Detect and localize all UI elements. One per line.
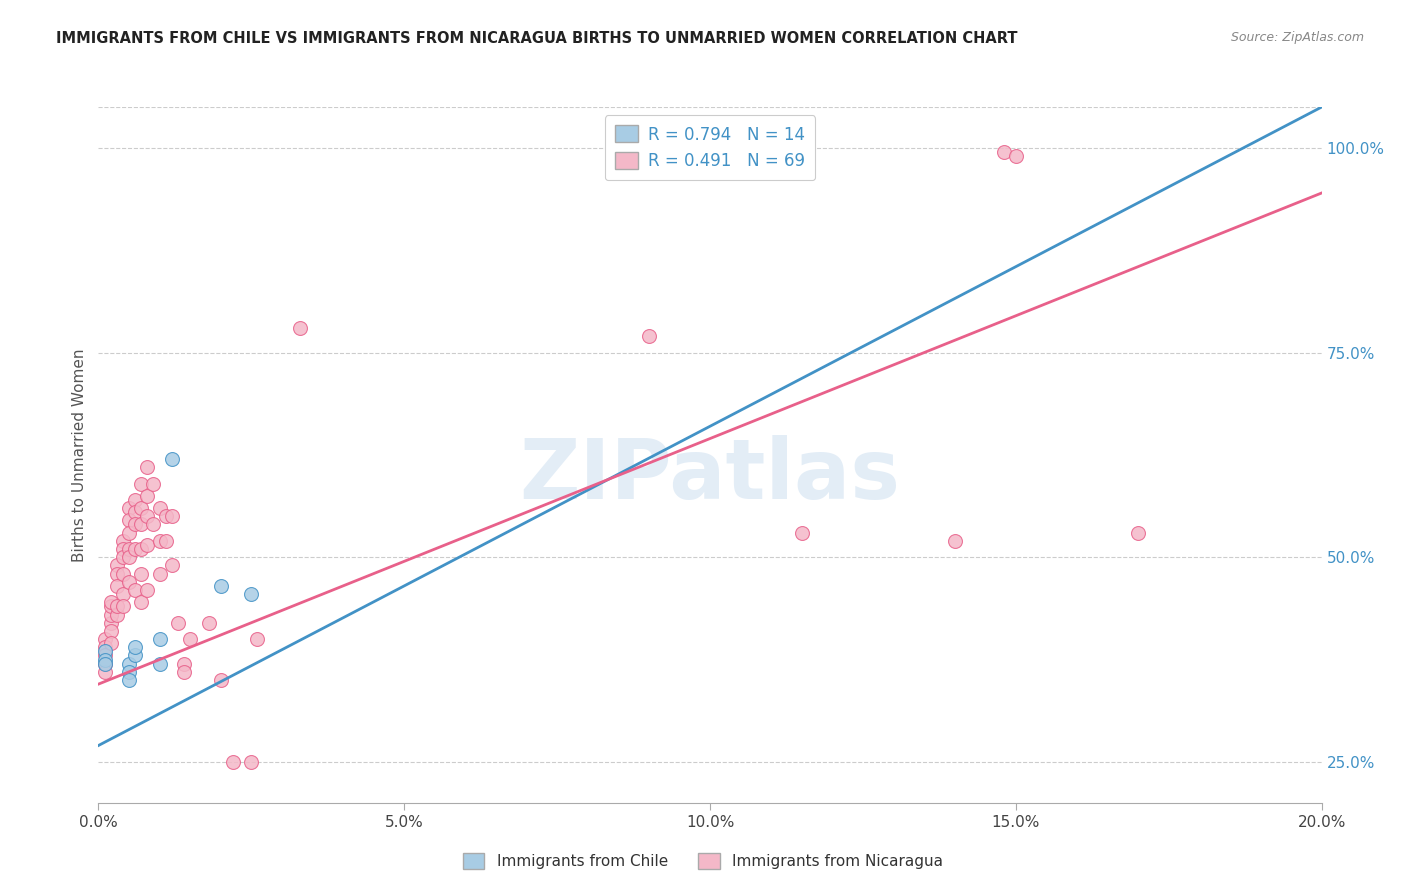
Point (129, 595, 152, 609)
Point (129, 501, 152, 516)
Point (100, 599, 122, 614)
Point (790, 525, 813, 540)
Point (943, 533, 966, 548)
Point (118, 513, 141, 527)
Point (100, 615, 122, 630)
Point (160, 509, 183, 524)
Point (129, 566, 152, 581)
Point (93, 652, 115, 666)
Text: ZIPatlas: ZIPatlas (520, 435, 900, 516)
Point (118, 673, 141, 687)
Point (93, 657, 115, 671)
Point (149, 632, 172, 646)
Point (136, 460, 159, 475)
Point (105, 566, 128, 581)
Point (93, 640, 115, 655)
Point (129, 542, 152, 557)
Point (124, 542, 146, 557)
Point (167, 615, 190, 630)
Point (118, 550, 141, 565)
Point (129, 476, 152, 491)
Point (160, 452, 183, 467)
Point (93, 644, 115, 658)
Point (136, 489, 159, 503)
Point (290, 321, 312, 335)
Point (136, 538, 159, 552)
Point (105, 599, 128, 614)
Point (240, 587, 263, 601)
Point (129, 517, 152, 532)
Point (124, 640, 146, 655)
Point (118, 542, 141, 557)
Point (111, 599, 134, 614)
Point (93, 657, 115, 671)
Point (993, 145, 1015, 159)
Point (111, 550, 134, 565)
Point (173, 665, 195, 679)
Point (111, 533, 134, 548)
Point (160, 558, 183, 573)
Point (209, 673, 232, 687)
Point (240, 755, 263, 769)
Point (149, 501, 172, 516)
Point (209, 579, 232, 593)
Point (222, 755, 245, 769)
Y-axis label: Births to Unmarried Women: Births to Unmarried Women (72, 348, 87, 562)
Point (142, 476, 165, 491)
Point (118, 657, 141, 671)
Point (149, 533, 172, 548)
Point (197, 615, 219, 630)
Point (111, 587, 134, 601)
Point (179, 632, 201, 646)
Point (105, 607, 128, 622)
Point (301, 832, 323, 847)
Point (142, 517, 165, 532)
Text: Source: ZipAtlas.com: Source: ZipAtlas.com (1230, 31, 1364, 45)
Point (1128, 525, 1150, 540)
Point (124, 505, 146, 519)
Point (93, 632, 115, 646)
Point (149, 566, 172, 581)
Point (100, 636, 122, 650)
Point (155, 509, 177, 524)
Point (100, 624, 122, 638)
Point (1004, 149, 1026, 163)
Point (100, 595, 122, 609)
Point (105, 579, 128, 593)
Point (124, 492, 146, 507)
Point (118, 665, 141, 679)
Point (93, 648, 115, 663)
Point (118, 574, 141, 589)
Point (173, 657, 195, 671)
Point (118, 525, 141, 540)
Point (105, 558, 128, 573)
Point (246, 632, 269, 646)
Point (118, 501, 141, 516)
Text: IMMIGRANTS FROM CHILE VS IMMIGRANTS FROM NICARAGUA BIRTHS TO UNMARRIED WOMEN COR: IMMIGRANTS FROM CHILE VS IMMIGRANTS FROM… (56, 31, 1018, 46)
Point (111, 542, 134, 557)
Point (637, 329, 661, 343)
Point (155, 533, 177, 548)
Point (100, 607, 122, 622)
Point (149, 657, 172, 671)
Point (124, 517, 146, 532)
Point (124, 582, 146, 597)
Point (124, 648, 146, 663)
Point (111, 566, 134, 581)
Point (136, 509, 159, 524)
Legend: Immigrants from Chile, Immigrants from Nicaragua: Immigrants from Chile, Immigrants from N… (457, 847, 949, 875)
Point (136, 582, 159, 597)
Point (93, 665, 115, 679)
Legend: R = 0.794   N = 14, R = 0.491   N = 69: R = 0.794 N = 14, R = 0.491 N = 69 (605, 115, 815, 180)
